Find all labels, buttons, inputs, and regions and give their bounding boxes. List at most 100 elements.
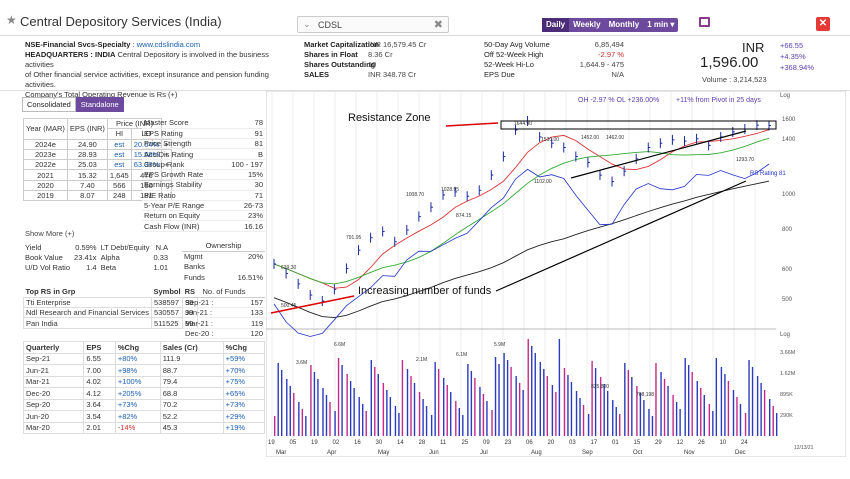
- search-input[interactable]: CDSL: [318, 20, 343, 30]
- y-tick: 600: [782, 267, 793, 273]
- misc-label: Alpha: [100, 252, 120, 262]
- volume-bar: [470, 371, 473, 436]
- hq-label: HEADQUARTERS : INDIA: [25, 50, 116, 59]
- ownership-row: Banks: [182, 262, 265, 272]
- cell: 4.02: [83, 375, 116, 388]
- tab-daily[interactable]: Daily: [542, 18, 570, 32]
- col-eps: EPS (INR): [66, 118, 108, 140]
- x-tick-day: 12: [677, 440, 684, 446]
- volume-label: 6.1M: [456, 352, 467, 358]
- clear-icon[interactable]: ✖: [433, 19, 443, 31]
- volume-bar: [341, 365, 343, 436]
- cell: Ndl Research and Financial Services: [23, 307, 152, 319]
- volume-bar: [386, 390, 388, 436]
- volume-bar: [684, 358, 686, 436]
- cell: 530557: [150, 307, 184, 319]
- volume-bar: [422, 399, 424, 436]
- volume-label: 2.1M: [416, 357, 427, 363]
- volume-bar: [358, 397, 360, 436]
- volume-bar: [406, 369, 409, 436]
- volume-bar: [748, 360, 750, 436]
- volume-bar: [587, 414, 590, 436]
- change-ytd: +368.94%: [780, 63, 814, 72]
- ownership-row: Mgmt 20%: [182, 251, 265, 261]
- x-tick-day: 17: [591, 440, 598, 446]
- stat-value: 8.36 Cr: [368, 50, 393, 59]
- stats-mid: Market Capitalization INR 16,579.45 Cr Sh…: [304, 40, 484, 82]
- cell: 2021: [23, 169, 68, 181]
- volume-bar: [527, 339, 529, 436]
- volume-bar: [434, 362, 436, 436]
- quarter-row: Sep-20 3.64 +73% 70.2 +73%: [22, 398, 266, 411]
- volume-bar: [410, 376, 412, 436]
- fund-count: 120: [237, 328, 265, 339]
- col-eps-chg: %Chg: [114, 341, 161, 354]
- stat-label: Shares Outstanding: [304, 60, 376, 69]
- volume-bar: [639, 393, 642, 436]
- x-tick-day: 11: [440, 440, 447, 446]
- annotation-arrow: [270, 295, 355, 314]
- own-value: [220, 262, 265, 272]
- trend-line-lower: [495, 180, 747, 292]
- volume-bar: [430, 415, 433, 436]
- price-label: 1008.70: [406, 192, 424, 198]
- cell: 4.12: [83, 387, 116, 400]
- rating-value: 71: [221, 190, 265, 201]
- x-tick-day: 19: [268, 440, 275, 446]
- print-icon[interactable]: [699, 17, 710, 27]
- x-tick-day: 06: [526, 440, 533, 446]
- volume-bar: [575, 391, 578, 436]
- moving-average-line: [273, 180, 770, 319]
- volume-bar: [732, 390, 735, 436]
- moving-average-line: [273, 129, 770, 289]
- volume-bar: [700, 388, 702, 436]
- misc-label: LT Debt/Equity: [100, 242, 150, 252]
- stat-label: 52-Week Hi-Lo: [484, 60, 534, 69]
- volume-bar: [506, 360, 509, 436]
- own-value: 20%: [247, 252, 263, 262]
- x-tick-day: 02: [333, 440, 340, 446]
- volume-bar: [543, 369, 545, 436]
- x-tick-day: 29: [655, 440, 662, 446]
- website-link[interactable]: www.cdslindia.com: [136, 40, 201, 49]
- cell: 8.07: [66, 190, 108, 202]
- cell: Jun-21: [22, 364, 85, 377]
- quarter-row: Dec-20 4.12 +205% 68.8 +65%: [22, 387, 266, 400]
- volume-bar: [558, 339, 561, 436]
- tab-intraday[interactable]: 1 min ▾: [647, 20, 675, 29]
- funds-row: Dec-20 :120: [183, 328, 265, 339]
- close-button[interactable]: ✕: [816, 17, 830, 31]
- cell: +98%: [114, 364, 161, 377]
- volume-bar: [329, 402, 331, 436]
- y-tick: 1600: [782, 117, 796, 123]
- volume-bar: [446, 385, 448, 436]
- volume-label: 5.9M: [494, 342, 505, 348]
- col-sales-chg: %Chg: [222, 341, 266, 354]
- star-icon[interactable]: ★: [6, 13, 17, 27]
- misc-value: 1.4: [86, 263, 97, 273]
- rating-row: Price Strength 81: [142, 138, 265, 150]
- tab-monthly[interactable]: Monthly: [608, 20, 640, 29]
- description-line: Company's Total Operating Revenue is Rs …: [25, 90, 178, 99]
- tab-weekly[interactable]: Weekly: [573, 20, 601, 29]
- quarter-row: Jun-21 7.00 +98% 88.7 +70%: [22, 364, 266, 377]
- cell: Mar-20: [22, 421, 85, 434]
- price-chart[interactable]: 1600 1400 1000 800 600 500 Log Log 3.66M 1.62M 895…: [266, 91, 846, 457]
- price-label: 639.30: [281, 265, 297, 271]
- volume-bar: [776, 413, 778, 436]
- stat-label: Market Capitalization: [304, 40, 380, 49]
- misc-value: N.A: [155, 242, 169, 252]
- ownership-table: Ownership Mgmt 20% Banks Funds 16.51%: [182, 241, 265, 282]
- chevron-down-icon[interactable]: ⌄: [303, 19, 311, 29]
- tab-standalone[interactable]: Standalone: [75, 97, 124, 112]
- misc-row: Book Value 23.41x Alpha 0.33: [23, 252, 170, 262]
- volume-bar: [274, 416, 276, 436]
- cell: 7.00: [83, 364, 116, 377]
- volume-label: 825,800: [591, 384, 609, 390]
- show-more-link[interactable]: Show More (+): [25, 229, 75, 238]
- tab-consolidated[interactable]: Consolidated: [22, 97, 76, 112]
- symbol-search[interactable]: ⌄ CDSL ✖: [297, 16, 449, 33]
- volume-bar: [539, 362, 542, 436]
- cell: Pan India: [23, 317, 152, 329]
- volume-bar: [353, 388, 355, 436]
